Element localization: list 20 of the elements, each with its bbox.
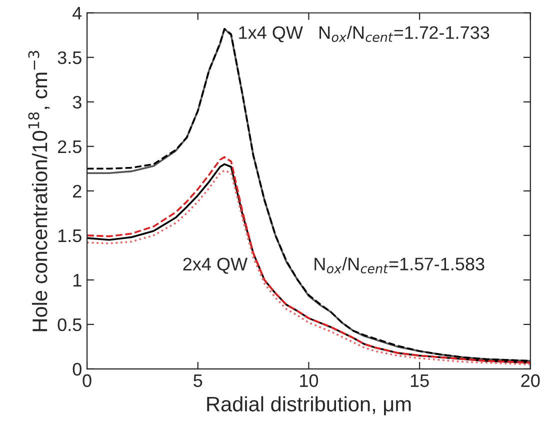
x-tick-label: 0	[82, 374, 92, 388]
y-tick-label: 1.5	[58, 230, 82, 242]
x-tick-label: 5	[194, 374, 202, 388]
x-tick-label: 20	[521, 374, 540, 388]
y-tick-label: 3.5	[58, 51, 82, 64]
y-axis-title: Hole concentration/10$^{18}$, cm$^{−3}$	[28, 50, 50, 332]
y-tick-label: 4	[72, 6, 82, 20]
y-tick-label: 3	[72, 96, 82, 109]
annotation: N$_{ox}$/N$_{cent}$=1.57-1.583	[314, 257, 484, 274]
x-tick-label: 15	[410, 374, 429, 388]
annotation: 1x4 QW N$_{ox}$/N$_{cent}$=1.72-1.733	[239, 26, 490, 42]
y-tick-label: 2.5	[58, 140, 82, 154]
y-tick-label: 0.5	[58, 318, 82, 332]
y-tick-label: 1	[74, 274, 82, 286]
x-axis-title: Radial distribution, μm	[207, 396, 411, 416]
y-tick-label: 2	[73, 184, 82, 198]
x-tick-label: 10	[300, 374, 318, 388]
line-series	[87, 28, 530, 362]
annotation: 2x4 QW	[183, 258, 248, 274]
y-tick-label: 0	[72, 362, 82, 376]
